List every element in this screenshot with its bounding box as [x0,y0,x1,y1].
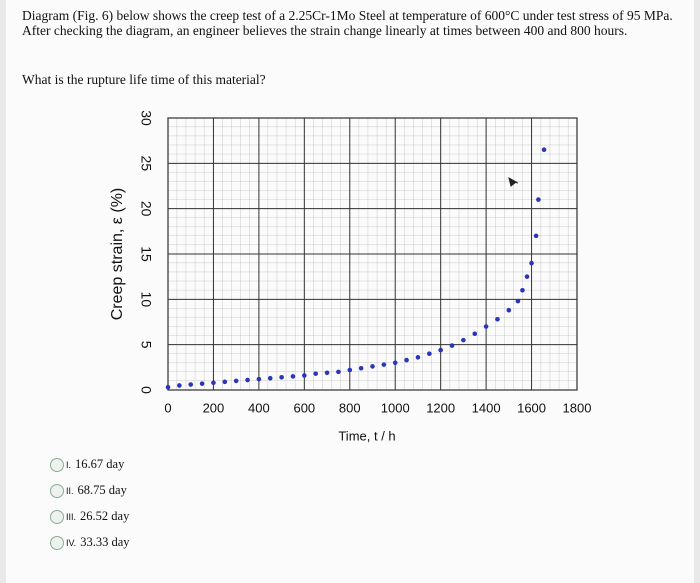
data-point [370,364,375,369]
option-text: 68.75 day [77,483,127,497]
option-text: 16.67 day [75,457,125,471]
option-number: I. [66,459,72,470]
x-tick-label: 800 [339,400,361,415]
x-tick-label: 1600 [517,400,546,415]
x-tick-label: 400 [248,400,270,415]
x-tick-label: 1400 [472,400,501,415]
question-text: Diagram (Fig. 6) below shows the creep t… [22,8,673,38]
data-point [313,371,318,376]
radio-button[interactable] [50,535,64,550]
x-tick-label: 200 [203,400,225,415]
data-point [188,382,194,387]
x-axis-label: Time, t / h [338,428,395,443]
data-point [495,316,500,322]
data-point [256,376,262,382]
radio-button[interactable] [50,509,64,524]
data-point [336,369,341,375]
x-tick-label: 1800 [563,400,592,415]
data-point [520,287,525,293]
data-point [415,355,421,360]
data-point [541,147,547,153]
data-point [404,357,409,363]
data-point [449,343,455,348]
option-number: III. [66,511,77,522]
data-point [392,360,398,366]
data-point [222,379,228,385]
data-point [279,375,284,380]
data-point [461,337,466,343]
data-point [358,365,364,371]
arrow-annotation [508,176,519,187]
data-point [427,351,432,357]
option-text: 33.33 day [80,535,130,549]
data-point [472,331,478,337]
y-axis-label: Creep strain, ε (%) [109,188,126,321]
answer-option[interactable]: III. 26.52 day [50,509,129,524]
x-tick-label: 0 [164,400,171,415]
question-prompt: What is the rupture life time of this ma… [22,72,266,87]
answer-option[interactable]: IV. 33.33 day [50,535,130,550]
data-point [324,370,330,376]
data-point [347,367,353,373]
data-point [506,307,512,313]
data-point [515,298,521,304]
y-tick-label: 15 [138,246,154,262]
data-point [267,375,273,381]
answer-option[interactable]: I. 16.67 day [50,457,124,472]
y-tick-label: 20 [138,201,154,217]
y-tick-label: 25 [138,156,154,172]
data-point [381,362,387,367]
radio-button[interactable] [50,457,64,472]
option-number: II. [66,485,74,496]
data-point [536,197,541,202]
data-point [533,233,539,239]
data-point [302,373,307,378]
x-tick-label: 600 [293,400,315,415]
option-text: 26.52 day [80,509,130,523]
data-point [524,274,530,279]
data-point [211,380,216,386]
data-point [165,384,171,390]
data-point [245,377,250,383]
x-tick-label: 1000 [381,400,410,415]
data-point [290,374,296,379]
data-point [177,383,182,388]
y-tick-label: 5 [138,341,154,349]
option-number: IV. [66,537,77,548]
radio-button[interactable] [50,483,64,498]
data-point [233,378,239,384]
answer-option[interactable]: II. 68.75 day [50,483,127,498]
data-point [199,381,205,386]
y-tick-label: 30 [138,110,154,126]
y-tick-label: 0 [138,386,154,394]
y-tick-label: 10 [138,292,154,308]
data-point [438,347,443,353]
data-point [483,324,489,329]
x-tick-label: 1200 [426,400,455,415]
data-point [529,260,534,266]
